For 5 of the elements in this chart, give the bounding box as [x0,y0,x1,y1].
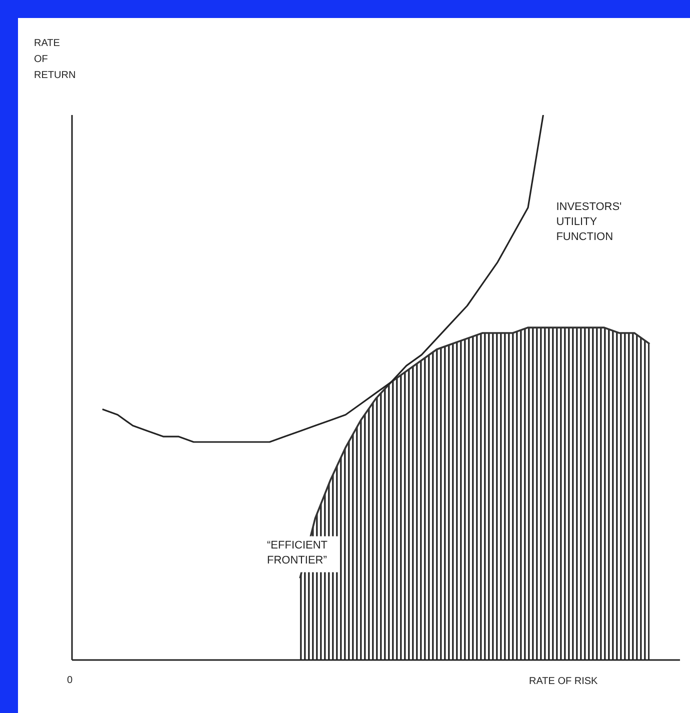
series-label: “EFFICIENT FRONTIER” [267,539,328,566]
y-axis-title: RATE OF RETURN [34,38,76,81]
text: 0 [67,675,73,686]
text: INVESTORS' UTILITY FUNCTION [556,201,622,243]
x-axis-title: RATE OF RISK [529,676,598,687]
